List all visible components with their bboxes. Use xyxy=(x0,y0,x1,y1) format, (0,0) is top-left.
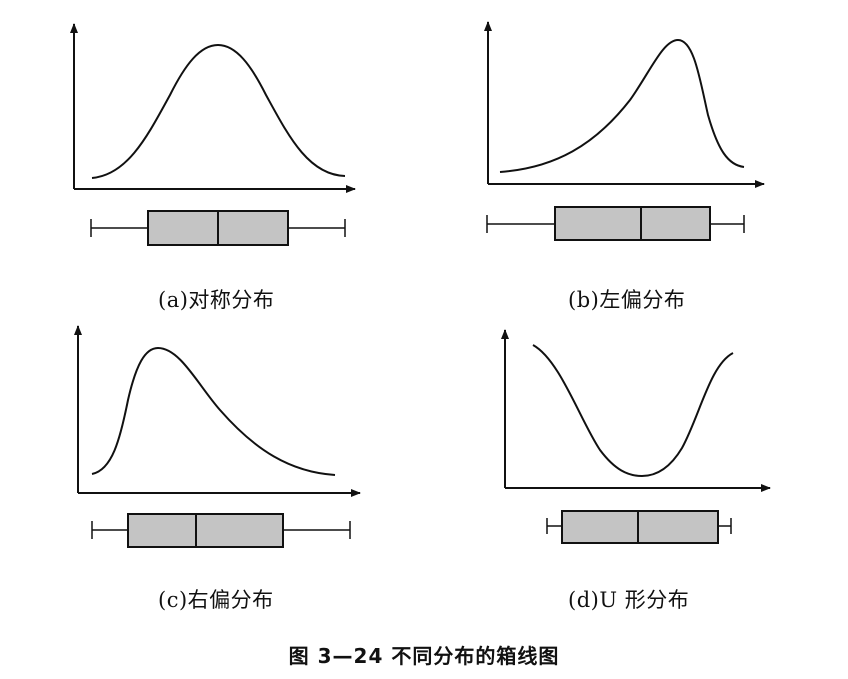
panel-b-density-curve xyxy=(499,38,745,173)
panel-c-right-skewed xyxy=(74,325,361,548)
panel-d-density-curve xyxy=(532,344,734,478)
panel-d-boxplot xyxy=(546,510,732,544)
panel-a-symmetric xyxy=(70,23,356,246)
panel-c-caption: (c)右偏分布 xyxy=(158,588,274,612)
panel-b-boxplot xyxy=(486,206,745,241)
panel-a-boxplot xyxy=(90,210,346,246)
panel-d-box xyxy=(561,510,719,544)
panel-b-box xyxy=(554,206,711,241)
panel-d-u-shaped xyxy=(501,329,771,544)
figure-caption: 图 3—24 不同分布的箱线图 xyxy=(288,644,560,668)
panel-b-left-skewed xyxy=(484,21,765,241)
panel-a-density-curve xyxy=(91,43,346,179)
panel-a-caption: (a)对称分布 xyxy=(158,288,275,312)
panel-c-boxplot xyxy=(91,513,351,548)
panel-c-density-curve xyxy=(91,346,336,476)
panel-b-caption: (b)左偏分布 xyxy=(568,288,686,312)
panel-d-caption: (d)U 形分布 xyxy=(568,588,690,612)
panel-c-box xyxy=(127,513,284,548)
